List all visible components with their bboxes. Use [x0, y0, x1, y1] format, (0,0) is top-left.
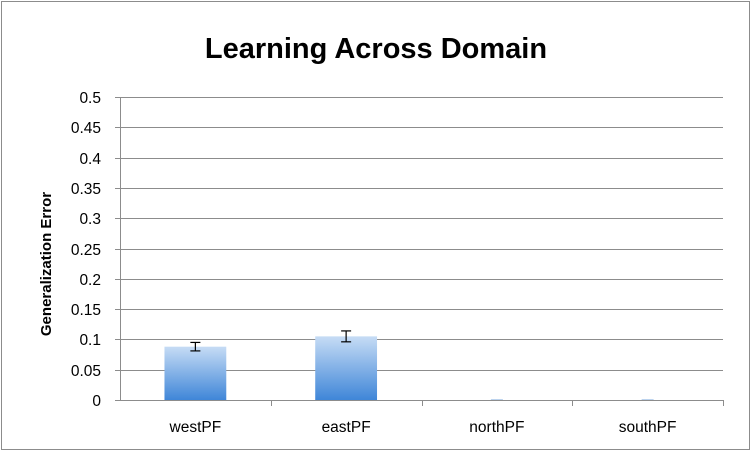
bars [164, 336, 654, 400]
y-tick-label: 0 [92, 393, 101, 410]
axes [115, 97, 724, 406]
y-tick-label: 0.4 [79, 151, 101, 168]
y-tick-label: 0.3 [79, 211, 101, 228]
error-bar-eastPF [341, 330, 352, 343]
bar-westPF [164, 346, 227, 400]
x-tick-label: southPF [619, 419, 677, 436]
error-bars [190, 330, 352, 352]
x-tick-label: westPF [169, 419, 222, 436]
y-tick-label: 0.35 [71, 181, 101, 198]
x-tick-label: eastPF [322, 419, 371, 436]
y-tick-label: 0.2 [79, 272, 101, 289]
chart-title: Learning Across Domain [205, 33, 547, 65]
error-bar-westPF [190, 341, 201, 352]
y-tick-label: 0.1 [79, 332, 101, 349]
y-tick-label: 0.25 [71, 242, 101, 259]
bar-eastPF [315, 336, 378, 400]
y-tick-label: 0.45 [71, 120, 101, 137]
x-tick-label: northPF [469, 419, 524, 436]
y-tick-labels: 0 0.05 0.1 0.15 0.2 0.25 0.3 0.35 0.4 0.45 0.5 [71, 90, 102, 410]
y-axis-label: Generalization Error [38, 192, 55, 336]
grid-lines [120, 97, 723, 371]
y-tick-label: 0.5 [79, 90, 101, 107]
x-tick-labels: westPF eastPF northPF southPF [169, 419, 677, 436]
y-tick-label: 0.15 [71, 302, 101, 319]
y-tick-label: 0.05 [71, 363, 101, 380]
